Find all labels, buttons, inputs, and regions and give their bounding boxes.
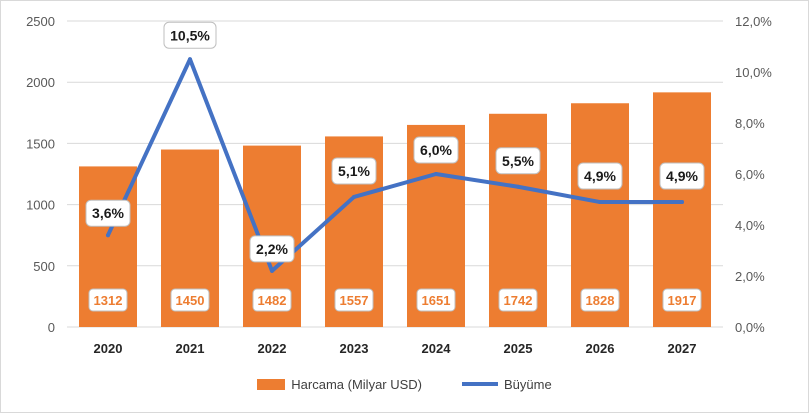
growth-value-label-box (413, 136, 459, 164)
legend-label-buyume: Büyüme (504, 376, 552, 392)
y-left-tick-label: 2000 (26, 75, 55, 90)
x-tick-label: 2025 (504, 341, 533, 356)
bar-value-label-box (498, 288, 538, 312)
legend-item-buyume: Büyüme (462, 377, 552, 392)
legend-swatch-line (462, 382, 499, 386)
growth-value-label: 5,1% (338, 163, 370, 179)
growth-value-label: 2,2% (256, 241, 288, 257)
growth-point (270, 268, 274, 273)
growth-point (106, 233, 110, 238)
bar-value-label: 1557 (340, 293, 369, 308)
x-tick-label: 2021 (176, 341, 205, 356)
growth-line (106, 57, 684, 273)
bar-value-label-box (170, 288, 210, 312)
x-tick-label: 2023 (340, 341, 369, 356)
growth-value-label: 5,5% (502, 153, 534, 169)
legend-swatch-bar (257, 378, 286, 390)
growth-point (516, 184, 520, 189)
x-tick-label: 2020 (94, 341, 123, 356)
data-labels: 1312 1450 1482 1557 1651 1742 1828 1917 3,6% 10,5… (85, 21, 705, 312)
y-left-tick-label: 0 (48, 320, 55, 335)
growth-value-label-box (659, 162, 705, 190)
y-right-tick-label: 6,0% (735, 167, 765, 182)
combo-chart: 0 500 1000 1500 2000 2500 0,0% 2,0% 4,0% 6,0% 8,0%… (26, 14, 772, 356)
growth-point (680, 200, 684, 205)
growth-value-label-box (249, 235, 295, 263)
x-tick-label: 2022 (258, 341, 287, 356)
growth-value-label-box (163, 21, 217, 49)
x-tick-label: 2026 (586, 341, 615, 356)
bar-value-label: 1828 (586, 293, 615, 308)
y-left-tick-label: 1500 (26, 136, 55, 151)
growth-value-label: 10,5% (170, 27, 210, 43)
line-series (106, 57, 684, 273)
growth-value-label-box (85, 199, 131, 227)
bar-value-label-box (252, 288, 292, 312)
growth-point (188, 57, 192, 62)
y-right-tick-label: 8,0% (735, 116, 765, 131)
y-right-tick-label: 4,0% (735, 218, 765, 233)
bar-value-label-box (580, 288, 620, 312)
legend: Harcama (Milyar USD) Büyüme (0, 372, 809, 396)
growth-value-label: 4,9% (584, 168, 616, 184)
growth-value-label-box (577, 162, 623, 190)
x-tick-label: 2027 (668, 341, 697, 356)
y-left-tick-label: 2500 (26, 14, 55, 29)
bar-value-label: 1450 (176, 293, 205, 308)
y-right-tick-label: 0,0% (735, 320, 765, 335)
y-left-tick-label: 500 (33, 259, 55, 274)
bar-value-label-box (88, 288, 128, 312)
legend-item-harcama: Harcama (Milyar USD) (257, 377, 422, 392)
bar-value-label-box (662, 288, 702, 312)
bar-value-label: 1312 (94, 293, 123, 308)
growth-point (598, 200, 602, 205)
y-right-tick-label: 10,0% (735, 65, 772, 80)
growth-value-label: 3,6% (92, 205, 124, 221)
y-left-tick-label: 1000 (26, 198, 55, 213)
growth-value-label-box (331, 157, 377, 185)
legend-label-harcama: Harcama (Milyar USD) (291, 376, 423, 392)
bar-value-label-box (416, 288, 456, 312)
y-right-tick-label: 2,0% (735, 269, 765, 284)
bar-value-label: 1917 (668, 293, 697, 308)
growth-value-label: 6,0% (420, 142, 452, 158)
bar-value-label-box (334, 288, 374, 312)
y-right-tick-label: 12,0% (735, 14, 772, 29)
bar-value-label: 1482 (258, 293, 287, 308)
growth-point (352, 194, 356, 199)
bar-value-label: 1742 (504, 293, 533, 308)
growth-value-label-box (495, 147, 541, 175)
x-tick-label: 2024 (422, 341, 452, 356)
growth-point (434, 172, 438, 176)
bar (653, 92, 711, 328)
growth-value-label: 4,9% (666, 168, 698, 184)
axis-labels: 0 500 1000 1500 2000 2500 0,0% 2,0% 4,0% 6,0% 8,0%… (26, 14, 772, 356)
bar-value-label: 1651 (422, 293, 451, 308)
